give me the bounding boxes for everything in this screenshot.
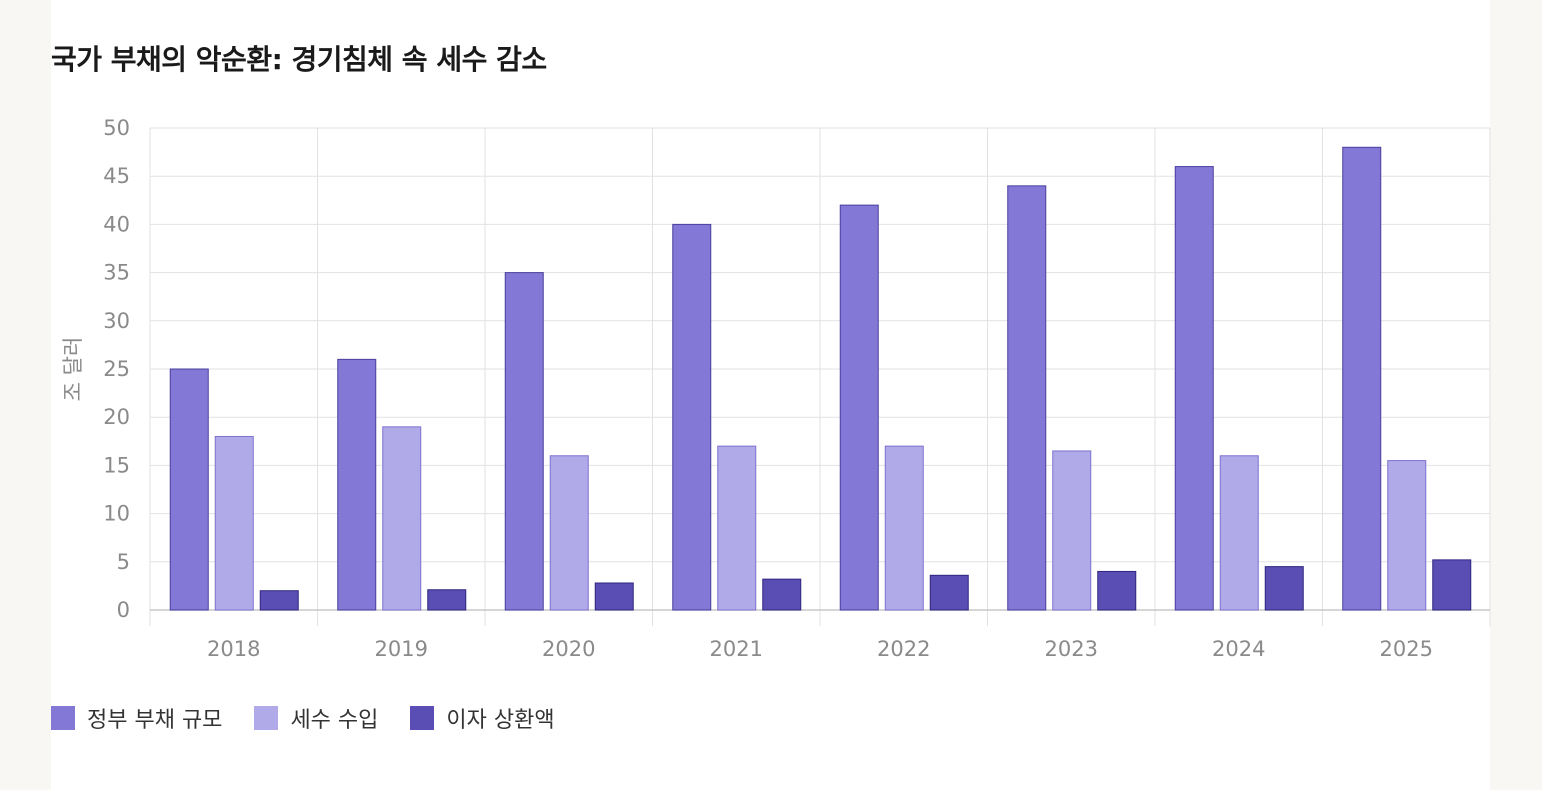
- y-tick-label: 35: [103, 261, 130, 285]
- bar-series-3: [929, 574, 969, 611]
- x-tick-label: 2025: [1380, 637, 1433, 661]
- bar-series-3: [427, 589, 467, 611]
- y-tick-label: 40: [103, 212, 130, 236]
- x-tick-label: 2018: [207, 637, 260, 661]
- legend-label: 이자 상환액: [446, 708, 555, 733]
- chart-legend: 정부 부채 규모 세수 수입 이자 상환액: [51, 702, 587, 734]
- bar-series-2: [884, 445, 924, 611]
- bar-series-1: [169, 368, 209, 611]
- x-tick-label: 2024: [1212, 637, 1265, 661]
- legend-label: 세수 수입: [290, 708, 379, 733]
- x-tick-label: 2019: [375, 637, 428, 661]
- legend-item-series-1: 정부 부채 규모: [51, 702, 222, 734]
- bar-series-3: [594, 582, 634, 611]
- bar-series-3: [762, 578, 802, 611]
- bar-series-2: [1219, 455, 1259, 611]
- y-tick-label: 20: [103, 405, 130, 429]
- x-tick-label: 2023: [1045, 637, 1098, 661]
- legend-item-series-3: 이자 상환액: [410, 702, 555, 734]
- bar-series-1: [1007, 185, 1047, 611]
- y-tick-label: 25: [103, 357, 130, 381]
- legend-swatch: [254, 706, 279, 730]
- bar-series-2: [717, 445, 757, 611]
- y-tick-label: 0: [117, 598, 130, 622]
- y-tick-label: 50: [103, 116, 130, 140]
- bar-series-1: [1174, 166, 1214, 611]
- legend-swatch: [51, 706, 75, 730]
- y-axis-label: 조 달러: [61, 337, 85, 402]
- chart-title: 국가 부채의 악순환: 경기침체 속 세수 감소: [51, 43, 547, 76]
- bar-series-2: [1052, 450, 1092, 611]
- bar-series-3: [1264, 566, 1304, 611]
- y-tick-label: 30: [103, 309, 130, 333]
- legend-item-series-2: 세수 수입: [254, 702, 378, 734]
- bar-series-3: [1432, 559, 1472, 611]
- y-tick-label: 10: [103, 502, 130, 526]
- y-tick-label: 15: [103, 453, 130, 477]
- x-tick-label: 2020: [542, 637, 595, 661]
- bar-series-2: [382, 426, 422, 611]
- bar-series-1: [504, 272, 544, 611]
- bar-series-1: [337, 358, 377, 611]
- legend-label: 정부 부채 규모: [87, 708, 223, 733]
- chart-card: [51, 0, 1490, 790]
- bar-series-3: [1097, 570, 1137, 611]
- legend-swatch: [410, 706, 435, 730]
- y-tick-label: 5: [117, 550, 130, 574]
- bar-series-1: [839, 204, 879, 611]
- x-tick-label: 2021: [710, 637, 763, 661]
- bar-series-1: [1342, 146, 1382, 611]
- bar-series-2: [549, 455, 589, 611]
- bar-series-2: [1387, 460, 1427, 611]
- bar-series-3: [259, 590, 299, 611]
- x-tick-label: 2022: [877, 637, 930, 661]
- bar-series-2: [214, 435, 254, 611]
- y-tick-label: 45: [103, 164, 130, 188]
- bar-series-1: [672, 223, 712, 611]
